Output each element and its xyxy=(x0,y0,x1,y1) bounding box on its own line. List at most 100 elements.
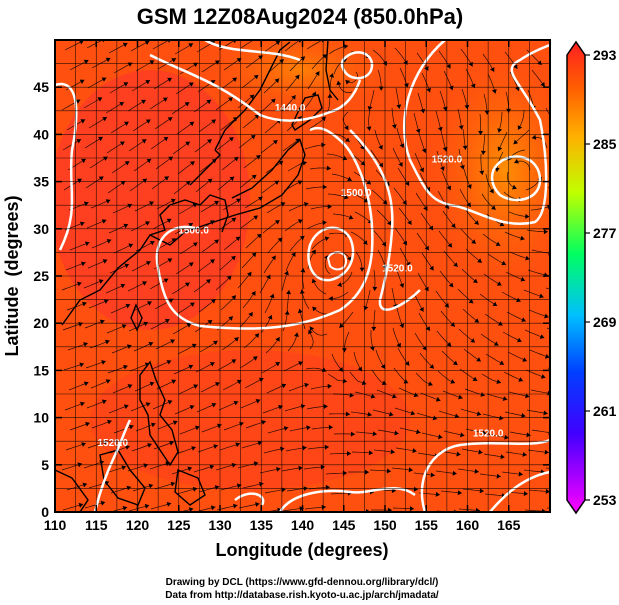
streamline-arrowhead xyxy=(280,446,285,452)
gridlines xyxy=(55,40,550,512)
streamline-arrowhead xyxy=(419,307,424,312)
streamline-arrowhead xyxy=(247,271,252,277)
streamline-arrowhead xyxy=(413,392,419,398)
colorbar-tick-label: 285 xyxy=(593,136,617,152)
streamline-arrowhead xyxy=(544,449,549,455)
streamline-arrowhead xyxy=(520,276,526,282)
streamline-arrowhead xyxy=(192,242,198,247)
streamline-arrowhead xyxy=(255,155,261,160)
streamline-arrowhead xyxy=(149,381,155,387)
streamline-arrowhead xyxy=(163,137,169,142)
streamline-arrowhead xyxy=(207,139,212,144)
streamline-arrowhead xyxy=(468,298,474,304)
streamline-arrowhead xyxy=(522,357,527,362)
streamline-arrowhead xyxy=(78,502,84,508)
streamline-arrowhead xyxy=(211,119,216,124)
streamline-arrowhead xyxy=(525,213,530,219)
streamline-arrowhead xyxy=(79,79,85,84)
streamline-arrowhead xyxy=(188,507,194,512)
streamline-arrowhead xyxy=(367,106,373,111)
colorbar-tick-label: 269 xyxy=(593,314,617,330)
streamline-arrowhead xyxy=(231,217,237,223)
x-axis-label: Longitude (degrees) xyxy=(215,540,388,560)
streamline-arrowhead xyxy=(544,353,550,359)
streamline-arrowhead xyxy=(207,178,213,184)
streamline-arrowhead xyxy=(388,411,394,417)
y-tick-label: 0 xyxy=(41,504,49,520)
height-contour xyxy=(326,251,348,271)
streamline-arrowhead xyxy=(517,337,522,343)
streamline-arrowhead xyxy=(387,507,392,512)
streamline-arrowhead xyxy=(236,198,241,203)
streamline-arrowhead xyxy=(190,161,195,166)
streamline-arrowhead xyxy=(105,199,111,204)
streamline-arrowhead xyxy=(248,312,253,317)
streamline-arrowhead xyxy=(556,148,561,153)
streamline-arrowhead xyxy=(231,462,237,468)
streamline-arrowhead xyxy=(456,451,461,457)
streamline-arrowhead xyxy=(300,268,306,273)
height-contour xyxy=(204,40,301,62)
streamline-arrowhead xyxy=(186,323,192,328)
height-contour xyxy=(340,51,374,80)
streamline-arrowhead xyxy=(251,291,256,296)
streamline-arrowhead xyxy=(425,326,430,331)
streamline-arrowhead xyxy=(311,278,317,284)
streamline-arrowhead xyxy=(284,310,290,315)
streamline-arrowhead xyxy=(474,220,479,225)
height-contour xyxy=(149,53,362,122)
streamline-arrowhead xyxy=(460,165,465,170)
streamline-arrowhead xyxy=(102,156,108,161)
streamline-arrowhead xyxy=(440,166,445,171)
streamline xyxy=(545,107,550,117)
streamline-arrowhead xyxy=(122,505,128,511)
streamline-arrowhead xyxy=(453,262,458,267)
streamline-arrowhead xyxy=(410,410,416,416)
streamline-arrowhead xyxy=(476,411,482,417)
streamline-arrowhead xyxy=(324,236,330,242)
streamline-arrowhead xyxy=(99,460,104,466)
streamline-arrowhead xyxy=(82,482,88,488)
streamline-arrowhead xyxy=(429,364,434,369)
streamline-arrowhead xyxy=(80,261,86,267)
streamline-arrowhead xyxy=(127,384,133,389)
streamline-arrowhead xyxy=(476,357,481,362)
streamline-arrowhead xyxy=(446,341,452,347)
streamline-arrowhead xyxy=(236,483,242,489)
streamline-arrowhead xyxy=(254,333,259,338)
streamline-arrowhead xyxy=(350,431,355,437)
streamline-arrowhead xyxy=(370,393,376,399)
chart-title: GSM 12Z08Aug2024 (850.0hPa) xyxy=(137,4,463,29)
streamline-arrowhead xyxy=(539,293,544,299)
streamline-arrowhead xyxy=(267,315,273,320)
streamline-arrowhead xyxy=(149,60,155,65)
streamline-arrowhead xyxy=(167,117,173,122)
streamline-arrowhead xyxy=(277,507,282,512)
x-tick-label: 135 xyxy=(250,517,274,533)
streamline-arrowhead xyxy=(142,281,147,286)
streamline-arrowhead xyxy=(514,158,519,164)
streamline-arrowhead xyxy=(396,104,402,109)
streamline-arrowhead xyxy=(210,505,216,511)
streamline-arrowhead xyxy=(496,379,501,384)
streamline-arrowhead xyxy=(299,506,304,512)
streamline-arrowhead xyxy=(129,424,134,430)
streamline-arrowhead xyxy=(368,450,373,456)
contour-label: 1500.0 xyxy=(178,226,209,237)
streamline-arrowhead xyxy=(312,306,317,312)
streamline-arrowhead xyxy=(308,329,313,335)
streamline-arrowhead xyxy=(347,176,352,182)
coastline xyxy=(130,303,143,332)
streamline-arrowhead xyxy=(458,394,463,400)
streamline-arrowhead xyxy=(210,259,215,264)
streamline-arrowhead xyxy=(144,362,150,368)
streamline-arrowhead xyxy=(425,186,431,192)
streamline-arrowhead xyxy=(294,74,300,80)
streamline-arrowhead xyxy=(367,411,372,417)
streamline-arrowhead xyxy=(322,184,327,190)
streamline-arrowhead xyxy=(107,419,112,425)
streamline-arrowhead xyxy=(435,396,441,402)
streamline-arrowhead xyxy=(398,162,403,167)
credit-line-2: Data from http://database.rish.kyoto-u.a… xyxy=(165,590,439,601)
streamline-arrowhead xyxy=(513,139,519,145)
